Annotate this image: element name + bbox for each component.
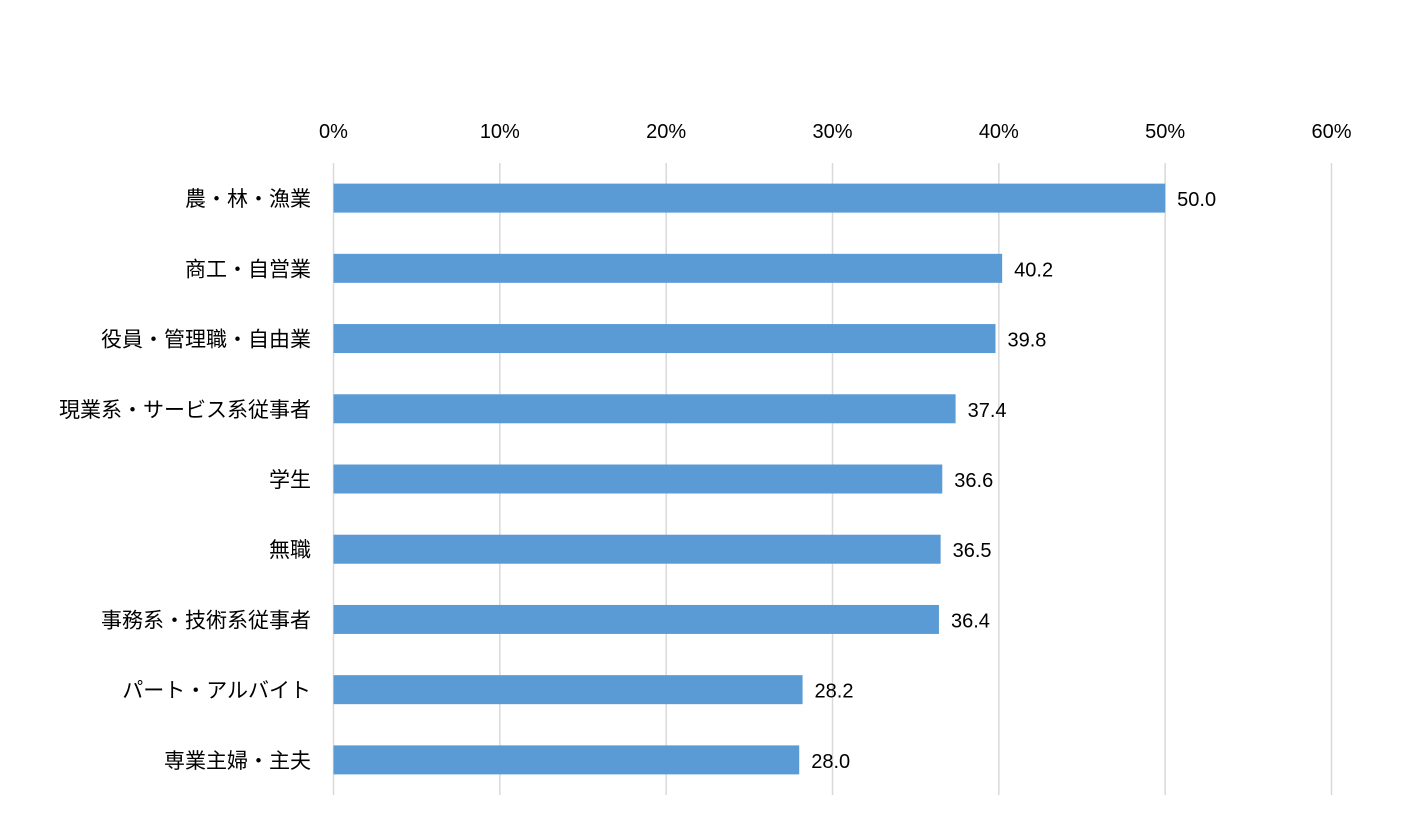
category-label: 専業主婦・主夫 <box>164 749 311 773</box>
data-label: 28.0 <box>811 751 850 773</box>
bar <box>333 675 803 705</box>
bar <box>333 253 1003 283</box>
data-label: 28.2 <box>815 681 854 703</box>
bar <box>333 183 1166 213</box>
data-label: 36.6 <box>954 470 993 492</box>
bars <box>333 183 1166 775</box>
category-label: 農・林・漁業 <box>185 187 311 211</box>
data-label: 36.4 <box>951 610 990 632</box>
data-label: 40.2 <box>1014 259 1053 281</box>
x-tick-label: 10% <box>480 121 520 143</box>
category-label: 学生 <box>269 468 311 492</box>
data-label: 36.5 <box>953 540 992 562</box>
category-labels: 農・林・漁業商工・自営業役員・管理職・自由業現業系・サービス系従事者学生無職事務… <box>59 187 311 773</box>
category-label: 事務系・技術系従事者 <box>101 608 311 632</box>
x-tick-label: 20% <box>646 121 686 143</box>
x-tick-label: 60% <box>1311 121 1351 143</box>
bar <box>333 604 939 634</box>
category-label: 現業系・サービス系従事者 <box>59 398 311 422</box>
x-tick-label: 30% <box>812 121 852 143</box>
category-label: 商工・自営業 <box>185 257 311 281</box>
bar <box>333 534 941 564</box>
data-label: 50.0 <box>1177 189 1216 211</box>
category-label: 無職 <box>269 538 311 562</box>
category-label: パート・アルバイト <box>122 679 311 703</box>
bar <box>333 324 996 354</box>
x-tick-label: 50% <box>1145 121 1185 143</box>
data-labels: 50.0 40.2 39.8 37.4 36.6 36.5 36.4 28.2 28.0 <box>811 189 1216 773</box>
x-tick-label: 40% <box>979 121 1019 143</box>
bar <box>333 464 943 494</box>
bar <box>333 745 800 775</box>
data-label: 39.8 <box>1008 330 1047 352</box>
category-label: 役員・管理職・自由業 <box>101 328 311 352</box>
data-label: 37.4 <box>968 400 1007 422</box>
x-axis-ticks: 0% 10% 20% 30% 40% 50% 60% <box>319 121 1352 143</box>
bar <box>333 394 956 424</box>
x-tick-label: 0% <box>319 121 348 143</box>
